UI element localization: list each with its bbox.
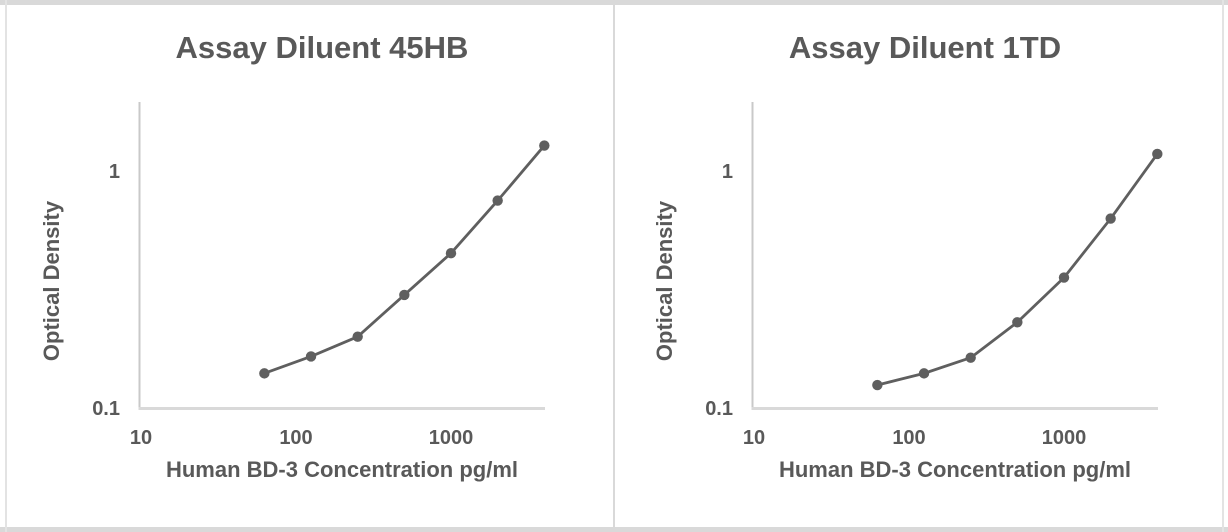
chart-title: Assay Diluent 1TD: [788, 30, 1062, 65]
data-point-marker: [872, 379, 883, 391]
frame-left-border: [5, 0, 7, 532]
data-point-marker: [492, 195, 503, 206]
data-point-marker: [352, 331, 363, 342]
x-axis-label: Human BD-3 Concentration pg/ml: [165, 457, 518, 482]
data-point-marker: [965, 352, 976, 363]
x-tick-label: 10: [743, 427, 765, 449]
standard-curve-line: [875, 152, 1159, 387]
x-tick-label: 100: [279, 427, 312, 449]
data-point-marker: [305, 351, 317, 362]
data-point-marker: [259, 368, 270, 379]
data-point-marker: [399, 289, 410, 301]
data-point-marker: [918, 368, 930, 379]
chart-panel-1td: Assay Diluent 1TD Optical Density 10 100 1…: [615, 0, 1227, 532]
data-point-marker: [1152, 148, 1163, 160]
data-point-marker: [445, 247, 457, 259]
x-tick-label: 1000: [1042, 427, 1087, 449]
frame-right-border: [1222, 0, 1224, 532]
y-tick-label: 1: [722, 161, 733, 183]
plot-area: 10 100 1000 1 0.1: [705, 102, 1163, 449]
standard-curve-line: [262, 144, 546, 375]
x-axis-label: Human BD-3 Concentration pg/ml: [778, 457, 1131, 482]
y-tick-label: 1: [109, 161, 120, 183]
chart-title: Assay Diluent 45HB: [175, 30, 469, 65]
y-tick-label: 0.1: [92, 398, 120, 420]
y-tick-label: 0.1: [705, 398, 733, 420]
x-tick-label: 10: [130, 427, 152, 449]
panel-divider: [613, 0, 615, 532]
data-point-marker: [539, 140, 550, 151]
data-point-marker: [1058, 272, 1070, 283]
data-point-marker: [1012, 317, 1023, 328]
plot-area: 10 100 1000 1 0.1: [92, 102, 550, 449]
chart-panel-45hb: Assay Diluent 45HB Optical Density 10 100…: [2, 0, 614, 532]
x-tick-label: 1000: [429, 427, 474, 449]
data-point-marker: [1105, 213, 1116, 224]
x-tick-label: 100: [892, 427, 925, 449]
